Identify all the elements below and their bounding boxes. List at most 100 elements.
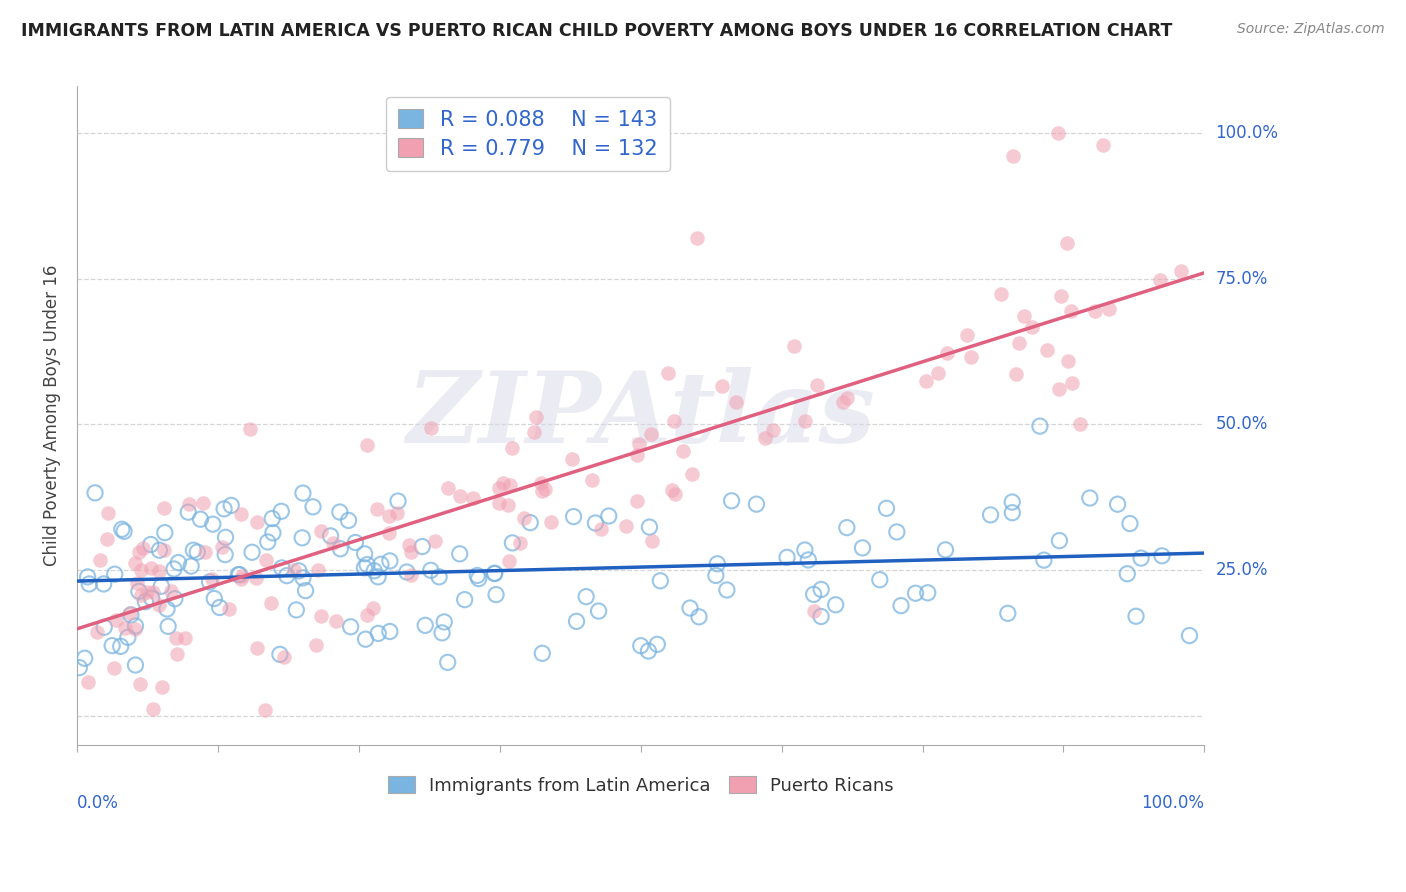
- Point: [132, 541, 155, 556]
- Point: [262, 525, 284, 540]
- Point: [93, 577, 115, 591]
- Point: [720, 493, 742, 508]
- Point: [84, 486, 107, 500]
- Text: 75.0%: 75.0%: [1216, 269, 1268, 288]
- Point: [754, 431, 776, 445]
- Point: [89, 553, 111, 567]
- Point: [124, 619, 146, 633]
- Point: [124, 622, 146, 636]
- Y-axis label: Child Poverty Among Boys Under 16: Child Poverty Among Boys Under 16: [44, 265, 60, 566]
- Point: [180, 559, 202, 574]
- Point: [325, 614, 347, 628]
- Point: [378, 526, 401, 541]
- Point: [562, 509, 585, 524]
- Text: Source: ZipAtlas.com: Source: ZipAtlas.com: [1237, 22, 1385, 37]
- Point: [1008, 336, 1031, 351]
- Point: [1078, 491, 1101, 505]
- Point: [588, 604, 610, 618]
- Point: [565, 615, 588, 629]
- Point: [501, 536, 523, 550]
- Point: [307, 563, 329, 577]
- Point: [498, 498, 520, 512]
- Point: [1012, 309, 1035, 323]
- Point: [793, 543, 815, 558]
- Point: [128, 584, 150, 599]
- Point: [285, 603, 308, 617]
- Point: [485, 588, 508, 602]
- Point: [103, 661, 125, 675]
- Point: [111, 522, 134, 536]
- Point: [509, 535, 531, 549]
- Point: [139, 537, 162, 551]
- Point: [531, 484, 554, 499]
- Point: [430, 625, 453, 640]
- Point: [524, 409, 547, 424]
- Point: [1116, 566, 1139, 581]
- Point: [291, 531, 314, 545]
- Point: [449, 489, 471, 503]
- Point: [488, 481, 510, 495]
- Text: 0.0%: 0.0%: [77, 795, 120, 813]
- Point: [395, 565, 418, 579]
- Point: [1021, 319, 1043, 334]
- Point: [575, 590, 598, 604]
- Point: [229, 572, 252, 586]
- Point: [86, 624, 108, 639]
- Point: [125, 576, 148, 591]
- Point: [1060, 304, 1083, 318]
- Point: [453, 592, 475, 607]
- Point: [793, 414, 815, 428]
- Point: [134, 595, 156, 609]
- Point: [77, 675, 100, 690]
- Point: [488, 495, 510, 509]
- Point: [128, 545, 150, 559]
- Point: [165, 631, 187, 645]
- Point: [1170, 264, 1192, 278]
- Point: [163, 562, 186, 576]
- Point: [124, 658, 146, 673]
- Point: [661, 483, 683, 497]
- Point: [136, 584, 159, 599]
- Point: [131, 563, 153, 577]
- Point: [955, 327, 977, 342]
- Point: [640, 427, 662, 442]
- Point: [531, 646, 554, 660]
- Point: [776, 550, 799, 565]
- Point: [650, 574, 672, 588]
- Text: 100.0%: 100.0%: [1142, 795, 1205, 813]
- Point: [561, 452, 583, 467]
- Point: [166, 647, 188, 661]
- Point: [101, 639, 124, 653]
- Point: [339, 620, 361, 634]
- Point: [1001, 149, 1024, 163]
- Point: [540, 515, 562, 529]
- Point: [806, 377, 828, 392]
- Point: [270, 561, 292, 575]
- Point: [118, 606, 141, 620]
- Point: [363, 564, 385, 578]
- Point: [1057, 354, 1080, 368]
- Point: [499, 478, 522, 492]
- Point: [803, 604, 825, 618]
- Point: [191, 496, 214, 510]
- Point: [304, 639, 326, 653]
- Point: [183, 543, 205, 558]
- Point: [890, 599, 912, 613]
- Point: [67, 660, 90, 674]
- Point: [214, 548, 236, 562]
- Point: [1098, 301, 1121, 316]
- Point: [1178, 628, 1201, 642]
- Point: [319, 529, 342, 543]
- Point: [329, 541, 352, 556]
- Point: [344, 535, 367, 549]
- Point: [356, 438, 378, 452]
- Point: [214, 530, 236, 544]
- Point: [201, 572, 224, 586]
- Point: [167, 556, 190, 570]
- Point: [163, 591, 186, 606]
- Point: [425, 533, 447, 548]
- Point: [927, 367, 949, 381]
- Point: [378, 624, 401, 639]
- Point: [810, 582, 832, 597]
- Point: [1130, 551, 1153, 566]
